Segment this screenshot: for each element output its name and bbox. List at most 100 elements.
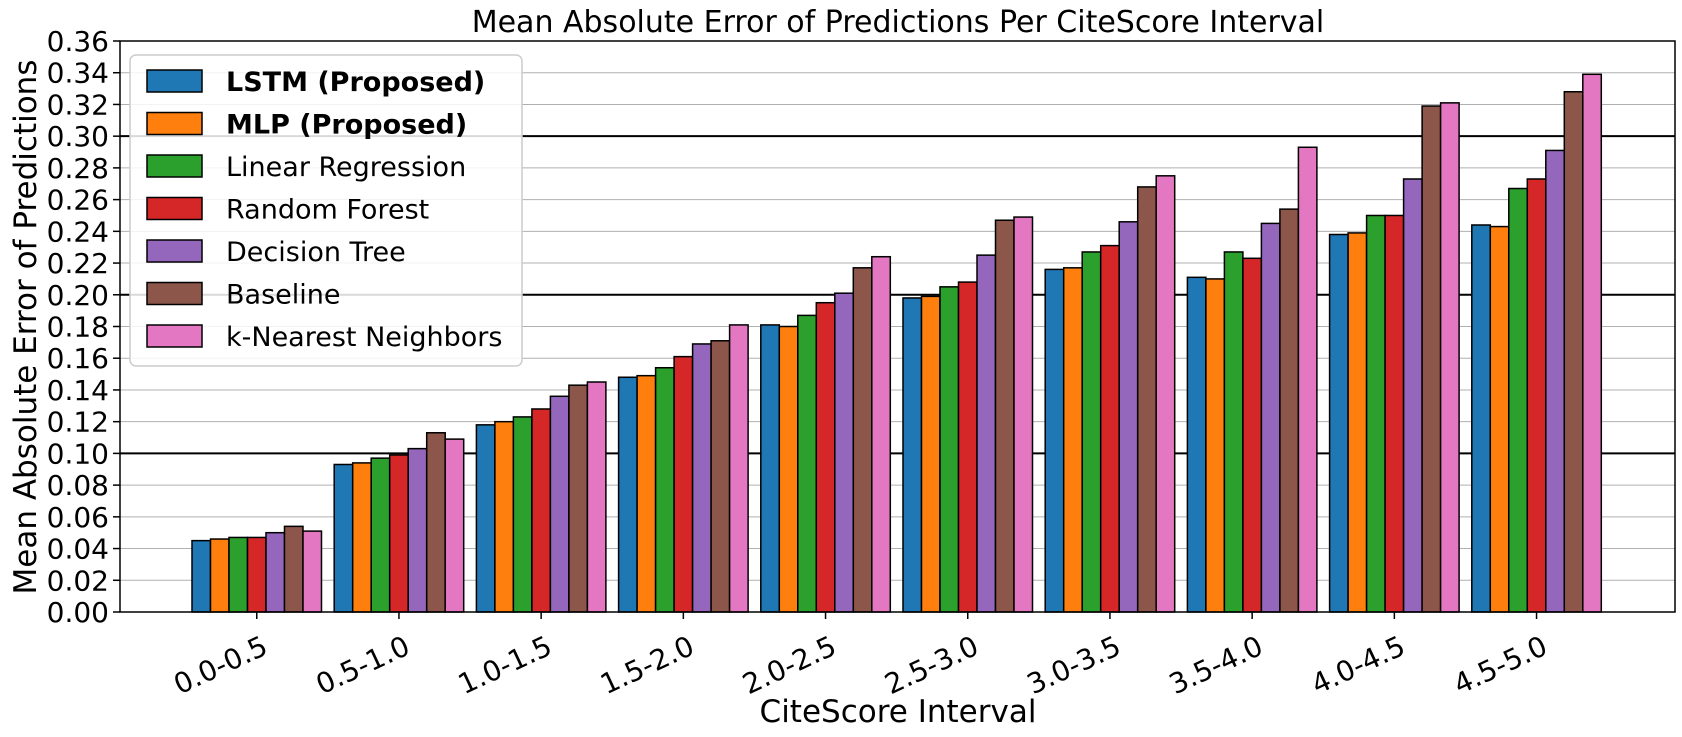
y-tick-label: 0.18 [47,311,109,344]
legend-swatch [146,154,203,178]
bar-decision-tree-2.5-3.0 [976,254,997,613]
bar-random-forest-0.5-1.0 [388,454,409,613]
bar-baseline-3.5-4.0 [1279,208,1300,613]
bar-baseline-3.0-3.5 [1136,186,1157,613]
bar-linear-regression-4.0-4.5 [1365,214,1386,613]
bar-decision-tree-1.0-1.5 [549,395,570,613]
y-tick-label: 0.14 [47,374,109,407]
bar-mlp-proposed-2.0-2.5 [778,325,799,613]
bar-linear-regression-1.0-1.5 [512,416,533,613]
bar-mlp-proposed-3.0-3.5 [1062,267,1083,613]
y-tick-label: 0.34 [47,57,109,90]
chart-title: Mean Absolute Error of Predictions Per C… [472,5,1325,40]
bar-baseline-1.0-1.5 [568,384,589,613]
bar-lstm-proposed-1.0-1.5 [475,424,496,613]
bar-baseline-1.5-2.0 [710,340,731,613]
bar-lstm-proposed-1.5-2.0 [617,376,638,613]
bar-k-nearest-neighbors-0.5-1.0 [444,438,465,613]
y-tick-label: 0.12 [47,406,109,439]
legend-swatch [146,111,203,136]
y-tick-label: 0.36 [47,25,109,58]
bar-baseline-4.0-4.5 [1421,105,1442,613]
bar-lstm-proposed-4.0-4.5 [1328,233,1349,613]
bar-decision-tree-4.0-4.5 [1402,178,1423,613]
bar-random-forest-2.5-3.0 [957,281,978,613]
bar-random-forest-3.5-4.0 [1242,257,1263,613]
bar-mlp-proposed-3.5-4.0 [1205,278,1226,613]
bar-linear-regression-1.5-2.0 [654,366,675,613]
y-tick-label: 0.32 [47,88,109,121]
y-tick-label: 0.26 [47,184,109,217]
bar-linear-regression-3.0-3.5 [1081,251,1102,613]
bar-decision-tree-0.5-1.0 [407,447,428,613]
y-tick-label: 0.02 [47,564,109,597]
legend-swatch [146,196,203,221]
bar-baseline-2.0-2.5 [852,267,873,613]
bar-decision-tree-2.0-2.5 [834,292,855,613]
y-tick-label: 0.08 [47,469,109,502]
bar-k-nearest-neighbors-3.0-3.5 [1155,175,1176,613]
bar-random-forest-1.5-2.0 [673,355,694,613]
legend-label: Baseline [226,280,340,311]
bar-linear-regression-0.5-1.0 [370,457,391,613]
bar-baseline-0.0-0.5 [283,525,304,613]
y-tick-label: 0.00 [47,596,109,629]
bar-mlp-proposed-0.0-0.5 [209,538,230,613]
legend-swatch [146,281,203,306]
bar-random-forest-4.5-5.0 [1526,178,1547,613]
bar-k-nearest-neighbors-4.0-4.5 [1439,102,1460,613]
y-tick-label: 0.28 [47,152,109,185]
y-tick-label: 0.24 [47,215,109,248]
legend-swatch [146,69,203,93]
legend-swatch [146,239,203,263]
y-axis-ticks: 0.000.020.040.060.080.100.120.140.160.18… [47,25,120,629]
bar-lstm-proposed-4.5-5.0 [1471,224,1492,613]
bar-baseline-2.5-3.0 [994,219,1015,613]
legend-label: k-Nearest Neighbors [226,322,502,353]
bar-lstm-proposed-0.0-0.5 [191,539,212,613]
bar-k-nearest-neighbors-4.5-5.0 [1582,73,1603,613]
bar-lstm-proposed-2.0-2.5 [760,324,781,613]
bar-lstm-proposed-3.0-3.5 [1044,268,1065,613]
x-axis-label: CiteScore Interval [760,694,1037,730]
bar-linear-regression-2.0-2.5 [797,314,818,613]
legend-label: Linear Regression [226,152,466,183]
bar-k-nearest-neighbors-2.0-2.5 [871,255,892,613]
bars [191,73,1603,613]
bar-decision-tree-0.0-0.5 [265,531,286,613]
bar-lstm-proposed-3.5-4.0 [1186,276,1207,613]
bar-linear-regression-3.5-4.0 [1223,251,1244,613]
bar-mlp-proposed-4.5-5.0 [1489,225,1510,613]
bar-linear-regression-0.0-0.5 [228,536,249,613]
bar-random-forest-2.0-2.5 [815,301,836,613]
bar-k-nearest-neighbors-0.0-0.5 [302,530,323,613]
bar-baseline-0.5-1.0 [425,432,446,613]
bar-mlp-proposed-4.0-4.5 [1347,232,1368,613]
bar-random-forest-0.0-0.5 [246,536,267,613]
bar-decision-tree-3.0-3.5 [1118,221,1139,613]
bar-k-nearest-neighbors-3.5-4.0 [1297,146,1318,613]
bar-mlp-proposed-2.5-3.0 [920,295,941,613]
bar-k-nearest-neighbors-1.0-1.5 [586,381,607,613]
bar-decision-tree-4.5-5.0 [1545,149,1566,613]
bar-k-nearest-neighbors-1.5-2.0 [728,324,749,613]
bar-mlp-proposed-1.5-2.0 [636,374,657,613]
bar-k-nearest-neighbors-2.5-3.0 [1013,216,1034,613]
bar-lstm-proposed-0.5-1.0 [333,463,354,613]
bar-decision-tree-1.5-2.0 [691,343,712,613]
bar-baseline-4.5-5.0 [1563,91,1584,613]
legend-label: LSTM (Proposed) [226,67,485,98]
bar-linear-regression-4.5-5.0 [1508,187,1529,613]
legend-label: Decision Tree [226,237,406,268]
bar-mlp-proposed-1.0-1.5 [494,420,515,613]
bar-lstm-proposed-2.5-3.0 [902,297,923,613]
y-tick-label: 0.22 [47,247,109,280]
legend-swatch [146,324,203,348]
legend-label: MLP (Proposed) [226,110,467,141]
bar-random-forest-1.0-1.5 [531,408,552,613]
y-tick-label: 0.20 [47,279,109,312]
legend: LSTM (Proposed) MLP (Proposed) Linear Regr… [129,54,523,367]
bar-random-forest-3.0-3.5 [1099,244,1120,613]
y-tick-label: 0.10 [47,437,109,470]
